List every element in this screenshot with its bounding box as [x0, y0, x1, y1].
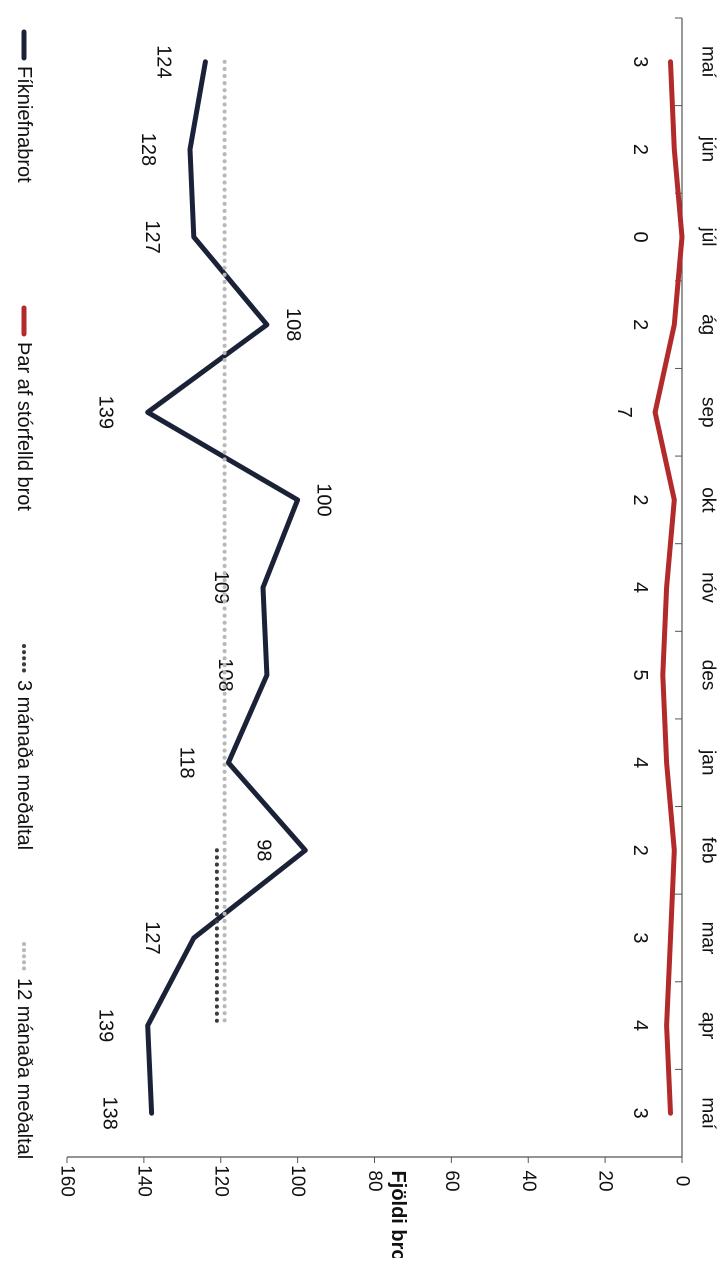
legend-label: 12 mánaða meðaltal [13, 978, 35, 1159]
data-label: 100 [313, 483, 335, 516]
category-tick-label: feb [698, 837, 719, 863]
data-label: 2 [629, 494, 651, 505]
data-label: 3 [629, 932, 651, 943]
value-tick-label: 0 [672, 1176, 693, 1187]
data-label: 139 [95, 396, 117, 429]
category-tick-label: júl [698, 227, 719, 247]
data-label: 98 [252, 839, 274, 861]
data-label: 108 [282, 308, 304, 341]
category-tick-label: mar [698, 922, 719, 955]
value-axis-title: Fjöldi brota [387, 1171, 409, 1258]
category-tick-label: nóv [698, 572, 719, 603]
data-label: 7 [613, 407, 635, 418]
data-label: 138 [99, 1097, 121, 1130]
category-tick-label: sep [698, 397, 719, 428]
category-tick-label: ág [698, 314, 719, 335]
value-tick-label: 160 [57, 1165, 78, 1197]
data-label: 109 [210, 571, 232, 604]
value-tick-label: 120 [210, 1165, 231, 1197]
category-tick-label: des [698, 660, 719, 691]
value-tick-label: 80 [364, 1170, 385, 1191]
series-line-1 [655, 62, 682, 1113]
legend-label: Fíkniefnabrot [13, 66, 35, 183]
data-label: 139 [95, 1009, 117, 1042]
data-label: 128 [137, 133, 159, 166]
data-label: 4 [629, 1020, 651, 1031]
legend-label: Þar af stórfelld brot [13, 342, 35, 511]
category-tick-label: maí [698, 1097, 719, 1129]
data-label: 3 [629, 1108, 651, 1119]
data-label: 118 [175, 747, 197, 779]
data-label: 3 [629, 56, 651, 67]
data-label: 2 [629, 144, 651, 155]
data-label: 124 [152, 45, 174, 78]
category-tick-label: maí [698, 46, 719, 78]
value-tick-label: 100 [287, 1165, 308, 1197]
data-label: 2 [629, 319, 651, 330]
category-tick-label: apr [698, 1012, 719, 1040]
value-tick-label: 60 [441, 1170, 462, 1191]
category-tick-label: okt [698, 487, 719, 513]
value-tick-label: 20 [595, 1170, 616, 1191]
value-tick-label: 40 [518, 1170, 539, 1191]
value-tick-label: 140 [133, 1165, 154, 1197]
data-label: 0 [629, 231, 651, 242]
category-tick-label: jún [698, 136, 719, 162]
data-label: 4 [629, 582, 651, 593]
data-label: 127 [141, 921, 163, 954]
data-label: 5 [629, 670, 651, 681]
data-label: 127 [141, 220, 163, 253]
data-label: 2 [629, 845, 651, 856]
category-tick-label: jan [698, 749, 719, 775]
legend-label: 3 mánaða meðaltal [13, 680, 35, 850]
data-label: 4 [629, 757, 651, 768]
